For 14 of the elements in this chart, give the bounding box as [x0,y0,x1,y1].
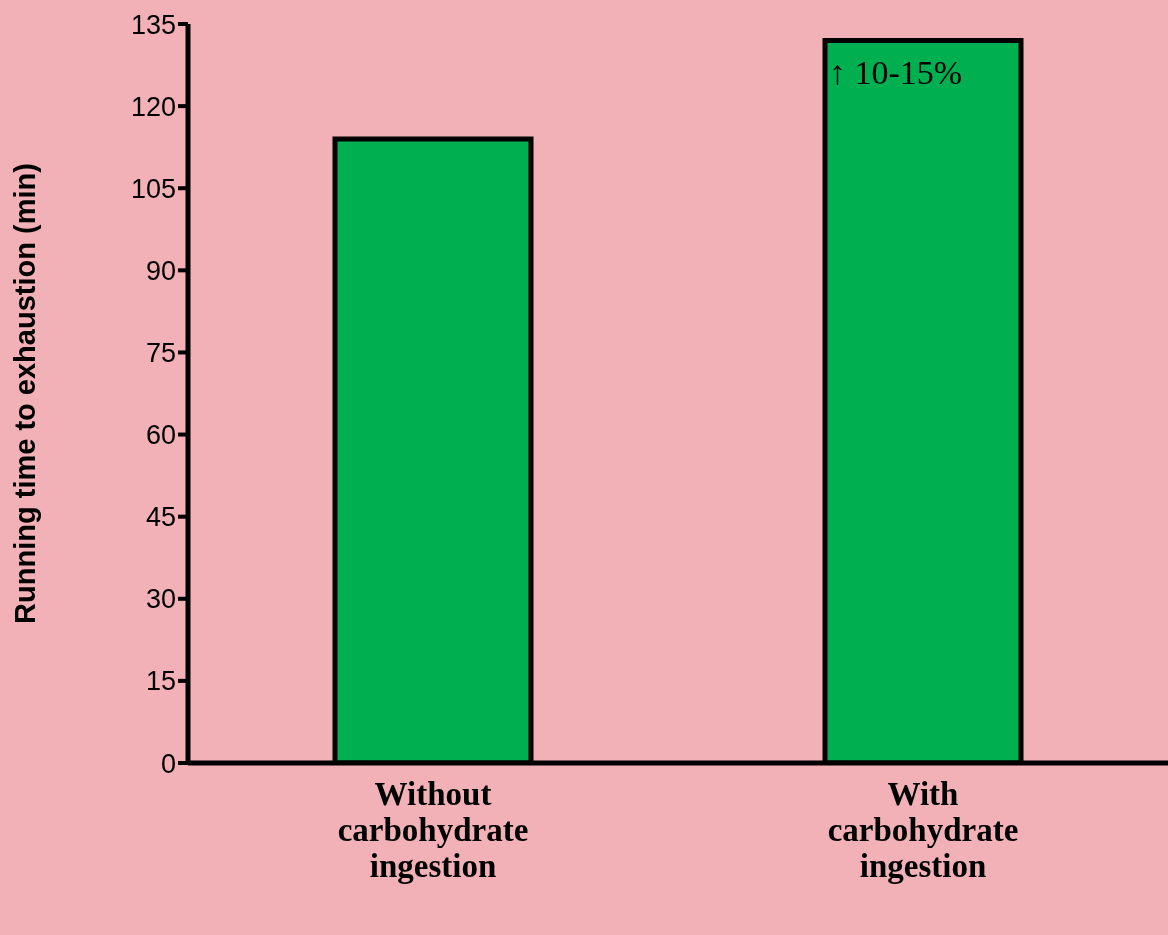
y-tick-label: 135 [130,9,176,40]
y-tick-label: 120 [130,91,176,122]
y-tick-label: 30 [145,584,176,615]
y-tick-label: 105 [130,173,176,204]
y-tick-label: 15 [145,666,176,697]
y-tick-label: 90 [145,255,176,286]
y-tick-label: 0 [160,748,176,779]
annotation: ↑ 10-15% [829,54,963,92]
x-tick-label: Without carbohydrate ingestion [337,776,529,884]
y-tick-label: 60 [145,420,176,451]
y-tick-label: 45 [145,502,176,533]
y-tick-label: 75 [145,338,176,369]
x-tick-label: With carbohydrate ingestion [827,776,1019,884]
y-axis-title: Running time to exhaustion (min) [9,163,42,624]
